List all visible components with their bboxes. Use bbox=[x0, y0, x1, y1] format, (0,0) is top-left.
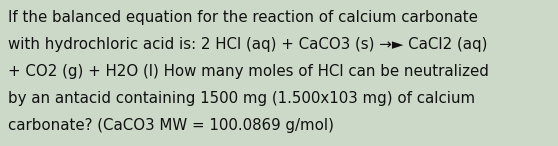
Text: by an antacid containing 1500 mg (1.500x103 mg) of calcium: by an antacid containing 1500 mg (1.500x… bbox=[8, 91, 475, 106]
Text: + CO2 (g) + H2O (l) How many moles of HCl can be neutralized: + CO2 (g) + H2O (l) How many moles of HC… bbox=[8, 64, 489, 79]
Text: with hydrochloric acid is: 2 HCl (aq) + CaCO3 (s) →► CaCl2 (aq): with hydrochloric acid is: 2 HCl (aq) + … bbox=[8, 37, 488, 52]
Text: carbonate? (CaCO3 MW = 100.0869 g/mol): carbonate? (CaCO3 MW = 100.0869 g/mol) bbox=[8, 118, 334, 133]
Text: If the balanced equation for the reaction of calcium carbonate: If the balanced equation for the reactio… bbox=[8, 10, 478, 25]
